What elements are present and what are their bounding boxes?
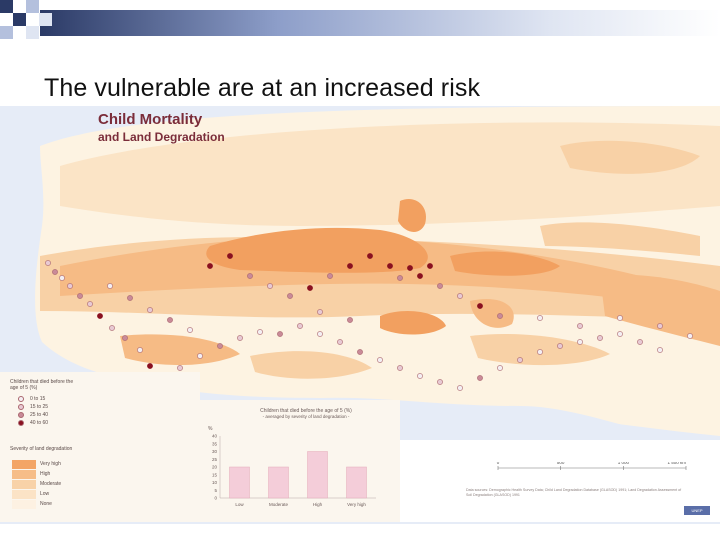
chart-ytick-label: 5: [214, 488, 217, 493]
degradation-legend-swatch: [12, 480, 36, 489]
degradation-legend-label: Moderate: [40, 481, 62, 487]
scale-tick-label: 500: [557, 462, 565, 465]
scale-tick-label: 1 000: [618, 462, 630, 465]
chart-bar: [268, 466, 289, 499]
mortality-legend-label: 40 to 60: [30, 420, 49, 426]
mortality-legend-label: 15 to 25: [30, 404, 49, 410]
map-subtitle: and Land Degradation: [98, 130, 225, 144]
chart-ytick-label: 30: [212, 449, 218, 454]
chart-ylabel: %: [208, 426, 213, 432]
slide-title: The vulnerable are at an increased risk: [44, 74, 481, 102]
mortality-legend-dot: [18, 396, 24, 402]
map-image: [0, 106, 720, 524]
mortality-legend-label: 0 to 15: [30, 396, 46, 402]
chart-category-label: Moderate: [269, 502, 289, 507]
map-title: Child Mortality: [98, 111, 203, 128]
degradation-legend-label: Very high: [40, 461, 61, 467]
degradation-legend-label: None: [40, 501, 52, 507]
decor-square: [0, 0, 13, 13]
chart-category-label: Low: [235, 502, 244, 507]
scale-tick-label: 1 500 km: [667, 462, 686, 465]
chart-category-label: Very high: [347, 502, 366, 507]
degradation-legend-label: Low: [40, 491, 50, 497]
chart-subtitle: - averaged by severity of land degradati…: [262, 414, 350, 419]
chart-ytick-label: 35: [212, 441, 218, 446]
degradation-legend-swatch: [12, 470, 36, 479]
chart-title: Children that died before the age of 5 (…: [260, 408, 352, 414]
mortality-legend-heading: Children that died before the age of 5 (…: [10, 379, 74, 391]
decor-square: [26, 0, 39, 13]
bar-chart-panel: [200, 400, 400, 522]
chart-category-label: High: [313, 502, 323, 507]
chart-ytick-label: 0: [214, 496, 217, 501]
scale-panel: [400, 440, 720, 522]
header-gradient-bar: [40, 10, 720, 36]
mortality-legend-dot: [18, 420, 24, 426]
scale-bar: 0 500 1 000 1 500 km: [497, 462, 687, 470]
degradation-legend-label: High: [40, 471, 51, 477]
chart-ytick-label: 40: [212, 434, 218, 439]
map-credit: Data sources: Demographic Health Survey …: [466, 488, 682, 497]
mortality-legend-dot: [18, 412, 24, 418]
chart-bar: [307, 451, 328, 499]
mortality-legend-label: 25 to 40: [30, 412, 49, 418]
degradation-legend-heading: Severity of land degradation: [10, 446, 73, 452]
chart-ytick-label: 15: [212, 472, 218, 477]
chart-ytick-label: 20: [212, 465, 218, 470]
degradation-legend-swatch: [12, 500, 36, 509]
scale-tick-label: 0: [497, 462, 500, 465]
slide-header-decoration: [0, 0, 720, 46]
decor-square: [0, 26, 13, 39]
mortality-legend-dot: [18, 404, 24, 410]
decor-square: [26, 26, 39, 39]
decor-square: [39, 13, 52, 26]
chart-bar: [346, 466, 367, 499]
chart-ytick-label: 10: [212, 480, 218, 485]
degradation-legend-swatch: [12, 460, 36, 469]
degradation-legend-swatch: [12, 490, 36, 499]
chart-ytick-label: 25: [212, 457, 218, 462]
decor-square: [13, 13, 26, 26]
chart-bar: [229, 466, 250, 499]
bar-chart: % 0 5 10 15 20 25 30 35 40 Low Moderate High Very hig…: [208, 426, 376, 507]
unep-logo: UNEP: [684, 506, 710, 515]
